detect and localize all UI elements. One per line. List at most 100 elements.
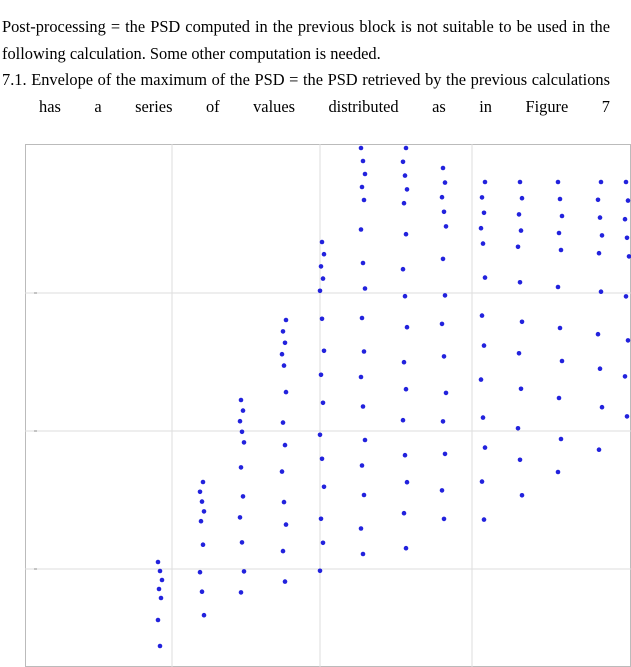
dot xyxy=(403,386,409,392)
dot xyxy=(201,509,207,514)
list-number: 7.1. xyxy=(2,70,27,89)
dot xyxy=(558,436,564,442)
dot xyxy=(359,315,365,321)
dot xyxy=(318,372,324,378)
dot xyxy=(555,469,561,475)
dot xyxy=(360,404,366,409)
dot xyxy=(516,351,522,356)
dot xyxy=(402,293,408,299)
dot xyxy=(358,374,364,380)
dot xyxy=(200,479,206,485)
dot xyxy=(404,479,410,485)
dot xyxy=(240,494,246,499)
dot xyxy=(320,400,326,406)
dot xyxy=(239,429,245,435)
dot xyxy=(200,542,206,547)
dot xyxy=(440,256,446,262)
dot xyxy=(596,250,602,256)
dot xyxy=(283,389,289,395)
dot xyxy=(478,377,484,382)
dot xyxy=(321,251,327,257)
dot xyxy=(557,196,563,202)
dot xyxy=(625,338,631,343)
dot xyxy=(321,484,327,490)
dot xyxy=(482,179,488,185)
dot xyxy=(442,293,448,298)
dot xyxy=(518,386,524,392)
dot xyxy=(518,228,524,233)
dot xyxy=(599,404,605,410)
dot xyxy=(557,325,563,331)
dot xyxy=(319,316,325,322)
dot xyxy=(519,319,525,325)
dot xyxy=(362,437,368,443)
dot xyxy=(622,374,628,379)
dot xyxy=(439,321,445,327)
dot xyxy=(280,420,286,425)
dot xyxy=(280,548,286,554)
dot xyxy=(478,225,484,231)
dot xyxy=(238,590,244,595)
figure xyxy=(25,144,631,667)
dot xyxy=(362,171,368,177)
dot xyxy=(155,559,161,565)
list-text: Envelope of the maximum of the PSD = the… xyxy=(31,70,610,116)
dot xyxy=(282,442,288,448)
dot xyxy=(515,426,521,431)
dot xyxy=(624,414,630,419)
dot xyxy=(403,231,409,237)
dot xyxy=(238,397,244,403)
dot xyxy=(241,569,247,574)
dot xyxy=(515,244,521,250)
dot xyxy=(480,415,486,420)
dot xyxy=(479,479,485,484)
dot xyxy=(241,440,247,445)
dot xyxy=(158,595,164,601)
dot xyxy=(401,510,407,516)
dot xyxy=(517,280,523,285)
dot xyxy=(197,489,203,495)
dot xyxy=(482,275,488,280)
dot xyxy=(159,577,165,583)
dot xyxy=(443,224,449,229)
dot xyxy=(240,408,246,413)
dot xyxy=(319,456,325,462)
dot xyxy=(598,179,604,185)
dot xyxy=(361,197,367,203)
dot xyxy=(440,419,446,424)
dot xyxy=(157,643,163,649)
dot xyxy=(282,579,288,584)
dot xyxy=(283,522,289,527)
dot xyxy=(361,349,367,354)
dot xyxy=(558,247,564,253)
dot xyxy=(358,145,364,151)
dot xyxy=(320,540,326,546)
dot xyxy=(556,230,562,236)
dot xyxy=(155,617,161,623)
dot xyxy=(317,288,323,294)
dot xyxy=(198,518,204,524)
paragraph: Post-processing = the PSD computed in th… xyxy=(2,17,610,63)
dot xyxy=(624,235,630,241)
dot xyxy=(157,568,163,574)
dot xyxy=(404,324,410,330)
dot xyxy=(597,366,603,371)
dot xyxy=(442,180,448,185)
dot xyxy=(318,264,324,269)
dot xyxy=(482,445,488,450)
dot xyxy=(479,313,485,318)
dot xyxy=(400,417,406,423)
dot xyxy=(555,179,561,185)
dot xyxy=(441,209,447,215)
figure-frame xyxy=(25,144,631,667)
dot xyxy=(517,179,523,185)
figure-grid xyxy=(25,144,631,667)
dot xyxy=(237,515,243,520)
dot xyxy=(559,358,565,364)
dot xyxy=(317,432,323,438)
dot xyxy=(320,276,326,281)
dot xyxy=(283,317,289,323)
dot xyxy=(517,457,523,463)
dot xyxy=(201,612,207,618)
